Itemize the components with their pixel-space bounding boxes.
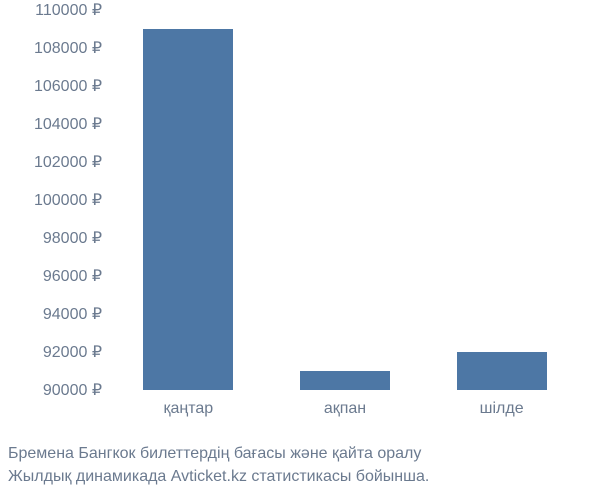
chart-caption: Бремена Бангкок билеттердің бағасы және … — [8, 443, 592, 488]
bars-container — [110, 10, 580, 390]
y-tick: 106000 ₽ — [34, 76, 102, 96]
y-tick: 100000 ₽ — [34, 190, 102, 210]
x-tick: ақпан — [267, 400, 424, 418]
price-chart: 110000 ₽ 108000 ₽ 106000 ₽ 104000 ₽ 1020… — [0, 10, 600, 440]
y-tick: 92000 ₽ — [43, 342, 102, 362]
bar-january — [143, 29, 233, 390]
y-tick: 96000 ₽ — [43, 266, 102, 286]
caption-line-1: Бремена Бангкок билеттердің бағасы және … — [8, 443, 592, 465]
y-tick: 104000 ₽ — [34, 114, 102, 134]
x-tick: қаңтар — [110, 400, 267, 418]
plot-area — [110, 10, 580, 390]
bar-group — [423, 10, 580, 390]
y-tick: 110000 ₽ — [35, 0, 102, 20]
bar-group — [267, 10, 424, 390]
y-axis: 110000 ₽ 108000 ₽ 106000 ₽ 104000 ₽ 1020… — [0, 10, 110, 390]
y-tick: 90000 ₽ — [43, 380, 102, 400]
x-tick: шілде — [423, 400, 580, 418]
y-tick: 98000 ₽ — [43, 228, 102, 248]
y-tick: 108000 ₽ — [34, 38, 102, 58]
caption-line-2: Жылдық динамикада Avticket.kz статистика… — [8, 466, 592, 488]
y-tick: 94000 ₽ — [43, 304, 102, 324]
bar-group — [110, 10, 267, 390]
bar-february — [300, 371, 390, 390]
bar-july — [457, 352, 547, 390]
x-axis: қаңтар ақпан шілде — [110, 400, 580, 418]
y-tick: 102000 ₽ — [34, 152, 102, 172]
